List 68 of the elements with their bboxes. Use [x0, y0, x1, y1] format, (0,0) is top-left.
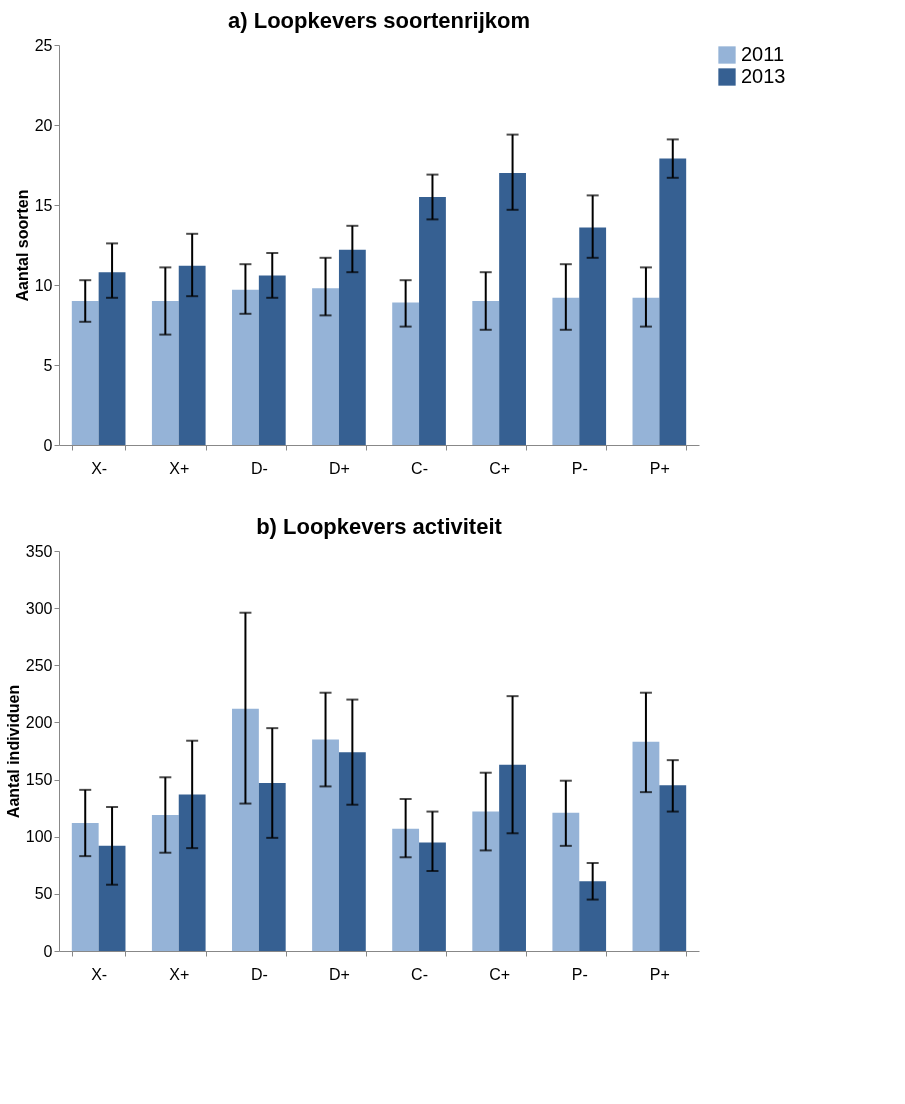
bar [419, 842, 446, 951]
x-tick-label: X- [91, 965, 108, 983]
bar [98, 845, 126, 951]
x-tick-label: P- [571, 459, 588, 477]
bar [312, 288, 339, 445]
bar [71, 823, 99, 951]
y-tick-label: 5 [43, 356, 53, 374]
bar [151, 301, 179, 445]
bar [579, 881, 607, 951]
bar [312, 739, 339, 951]
bar [419, 197, 446, 445]
x-tick-label: P+ [649, 459, 670, 477]
y-tick-label: 25 [34, 36, 53, 54]
bar [499, 173, 526, 445]
bar [178, 794, 206, 951]
x-tick-label: C- [411, 459, 428, 477]
y-tick-label: 15 [34, 196, 53, 214]
y-tick-label: 50 [34, 885, 53, 903]
bar [472, 301, 500, 445]
y-axis-title: Aantal soorten [13, 189, 31, 302]
y-tick-label: 10 [34, 276, 53, 294]
x-tick-label: C+ [489, 459, 511, 477]
bar [392, 302, 420, 445]
bar [71, 301, 99, 445]
chart-title: a) Loopkevers soortenrijkom [228, 8, 530, 33]
bar [499, 764, 526, 951]
x-tick-label: D+ [329, 459, 350, 477]
bar [338, 249, 366, 445]
bar [338, 752, 366, 951]
y-tick-label: 250 [25, 656, 53, 674]
bar [98, 272, 126, 445]
chart-title: b) Loopkevers activiteit [256, 514, 503, 539]
bar [178, 265, 206, 445]
bar [552, 812, 580, 951]
bar [579, 227, 607, 445]
legend-label: 2011 [741, 43, 785, 65]
y-axis-title: Aantal individuen [4, 684, 22, 819]
bar [151, 815, 179, 951]
x-tick-label: C+ [489, 965, 511, 983]
bar [232, 289, 259, 445]
bar [659, 785, 687, 951]
x-tick-label: X+ [169, 459, 190, 477]
x-tick-label: D- [250, 459, 268, 477]
bar [392, 828, 420, 951]
y-tick-label: 350 [25, 542, 53, 560]
legend-label: 2013 [741, 65, 786, 87]
bar [632, 297, 660, 445]
x-tick-label: D+ [329, 965, 350, 983]
x-tick-label: D- [250, 965, 268, 983]
x-tick-label: C- [411, 965, 428, 983]
x-tick-label: P- [571, 965, 588, 983]
y-tick-label: 100 [25, 828, 53, 846]
bar [258, 275, 286, 445]
bar [632, 741, 660, 951]
bar [472, 811, 500, 951]
bar [552, 297, 580, 445]
y-tick-label: 0 [43, 436, 53, 454]
y-tick-label: 300 [25, 599, 53, 617]
y-tick-label: 20 [34, 116, 53, 134]
y-tick-label: 200 [25, 713, 53, 731]
bar [258, 783, 286, 951]
x-tick-label: P+ [649, 965, 670, 983]
bar [232, 708, 259, 951]
y-tick-label: 150 [25, 771, 53, 789]
y-tick-label: 0 [43, 942, 53, 960]
x-tick-label: X+ [169, 965, 190, 983]
x-tick-label: X- [91, 459, 108, 477]
bar [659, 158, 687, 445]
